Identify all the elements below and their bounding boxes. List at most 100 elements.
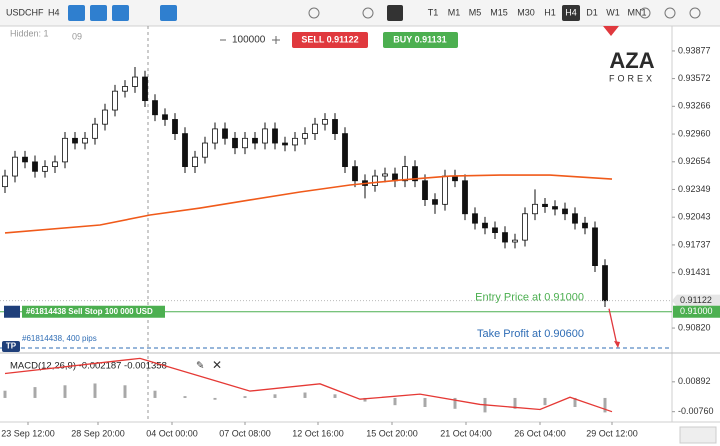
y-tick-label: 0.92960 bbox=[678, 128, 711, 138]
candle-body bbox=[572, 213, 578, 224]
candle-body bbox=[422, 180, 428, 201]
candle-body bbox=[142, 76, 148, 102]
macd-edit: ✎ bbox=[196, 361, 204, 372]
candle-body bbox=[322, 119, 328, 125]
macd-histogram-bar bbox=[93, 383, 97, 398]
macd-histogram-bar bbox=[333, 394, 337, 398]
timeframe-button[interactable]: D1 bbox=[586, 7, 598, 17]
candle-body bbox=[102, 109, 108, 125]
candle-body bbox=[252, 137, 258, 144]
resize-handle[interactable] bbox=[679, 426, 717, 444]
candle-body bbox=[592, 227, 598, 266]
macd-histogram-bar bbox=[453, 397, 457, 409]
current-price-label: 0.91122 bbox=[680, 295, 712, 305]
candle-body bbox=[282, 142, 288, 146]
macd-histogram-bar bbox=[513, 397, 517, 409]
timeframe-button[interactable]: H1 bbox=[544, 7, 556, 17]
candle-body bbox=[72, 137, 78, 144]
icon-button[interactable] bbox=[68, 5, 85, 21]
buy-label[interactable]: BUY 0.91131 bbox=[393, 34, 446, 44]
macd-histogram-bar bbox=[183, 396, 187, 398]
order-ticket: #61814438 Sell Stop 100 000 USD bbox=[26, 307, 153, 316]
candle-body bbox=[342, 133, 348, 168]
candle-body bbox=[352, 166, 358, 182]
timeframe-button[interactable]: H4 bbox=[565, 7, 577, 17]
candle-body bbox=[162, 114, 168, 120]
hidden-count: Hidden: 1 bbox=[10, 28, 49, 38]
timeframe-button[interactable]: M30 bbox=[517, 7, 535, 17]
buy-button[interactable] bbox=[383, 32, 458, 48]
current-price-tag bbox=[672, 294, 720, 307]
quantity[interactable]: 100000 bbox=[232, 35, 266, 46]
candle-body bbox=[372, 175, 378, 186]
candle-body bbox=[272, 128, 278, 144]
y-tick-label: 0.93266 bbox=[678, 101, 711, 111]
timeframe-button[interactable]: M15 bbox=[490, 7, 508, 17]
fullscreen-button[interactable] bbox=[689, 7, 701, 19]
macd-histogram-bar bbox=[213, 397, 217, 400]
icon-button[interactable] bbox=[112, 5, 129, 21]
y-tick-label: 0.92043 bbox=[678, 212, 711, 222]
candle-body bbox=[212, 128, 218, 144]
macd-histogram-bar bbox=[63, 385, 67, 398]
macd-histogram-bar bbox=[153, 390, 157, 398]
candle-body bbox=[202, 142, 208, 158]
sell-button[interactable] bbox=[292, 32, 368, 48]
sell-label[interactable]: SELL 0.91122 bbox=[301, 34, 358, 44]
candle-body bbox=[492, 227, 498, 234]
arrow bbox=[608, 308, 618, 346]
order-price-tag bbox=[673, 305, 720, 318]
y-tick-label: 0.90820 bbox=[678, 322, 711, 332]
candle-body bbox=[332, 119, 338, 135]
timeframe-button[interactable]: W1 bbox=[606, 7, 620, 17]
candle-body bbox=[22, 156, 28, 163]
logo-brand: AZA bbox=[609, 48, 654, 73]
timeframe-button[interactable]: M1 bbox=[448, 7, 461, 17]
chart-type-button[interactable] bbox=[387, 5, 403, 21]
y-tick-label: 0.92349 bbox=[678, 184, 711, 194]
macd-histogram-bar bbox=[303, 392, 307, 398]
logo-mark bbox=[603, 26, 619, 36]
moving-average bbox=[4, 174, 613, 234]
timeframe-button[interactable]: M5 bbox=[469, 7, 482, 17]
macd-histogram-bar bbox=[423, 397, 427, 407]
zoom-in[interactable] bbox=[362, 7, 374, 19]
y-tick-label: 0.91737 bbox=[678, 239, 711, 249]
candle-body bbox=[32, 161, 38, 172]
camera-button[interactable] bbox=[664, 7, 676, 19]
candle-body bbox=[552, 206, 558, 210]
order-badge-label: TP bbox=[6, 342, 17, 351]
candle-body bbox=[152, 100, 158, 116]
macd-histogram-bar bbox=[543, 397, 547, 406]
candle-body bbox=[532, 203, 538, 215]
candle-body bbox=[112, 90, 118, 111]
candle-body bbox=[462, 180, 468, 215]
timeframe[interactable]: H4 bbox=[48, 7, 60, 17]
candle-body bbox=[122, 86, 128, 92]
settings-button[interactable] bbox=[639, 7, 651, 19]
candle-body bbox=[562, 208, 568, 215]
x-tick-label: 21 Oct 04:00 bbox=[440, 428, 492, 438]
macd-histogram-bar bbox=[243, 396, 247, 398]
macd-y-tick-label: -0.00760 bbox=[678, 406, 714, 416]
candle-body bbox=[292, 137, 298, 146]
timeframe-active bbox=[562, 5, 580, 21]
timeframe-button[interactable]: MN1 bbox=[627, 7, 646, 17]
macd-histogram-bar bbox=[363, 397, 367, 402]
macd-signal bbox=[4, 357, 613, 413]
x-tick-label: 07 Oct 08:00 bbox=[219, 428, 271, 438]
candle-body bbox=[62, 137, 68, 163]
icon-button[interactable] bbox=[90, 5, 107, 21]
candle-body bbox=[312, 123, 318, 135]
candle-body bbox=[92, 123, 98, 139]
icon-button[interactable] bbox=[160, 5, 177, 21]
timeframe-button[interactable]: T1 bbox=[428, 7, 439, 17]
macd-histogram-bar bbox=[603, 397, 607, 413]
candle-body bbox=[472, 213, 478, 224]
candle-body bbox=[42, 166, 48, 172]
candle-body bbox=[52, 161, 58, 168]
symbol[interactable]: USDCHF bbox=[6, 7, 44, 17]
candle-body bbox=[512, 239, 518, 243]
zoom-out[interactable] bbox=[308, 7, 320, 19]
